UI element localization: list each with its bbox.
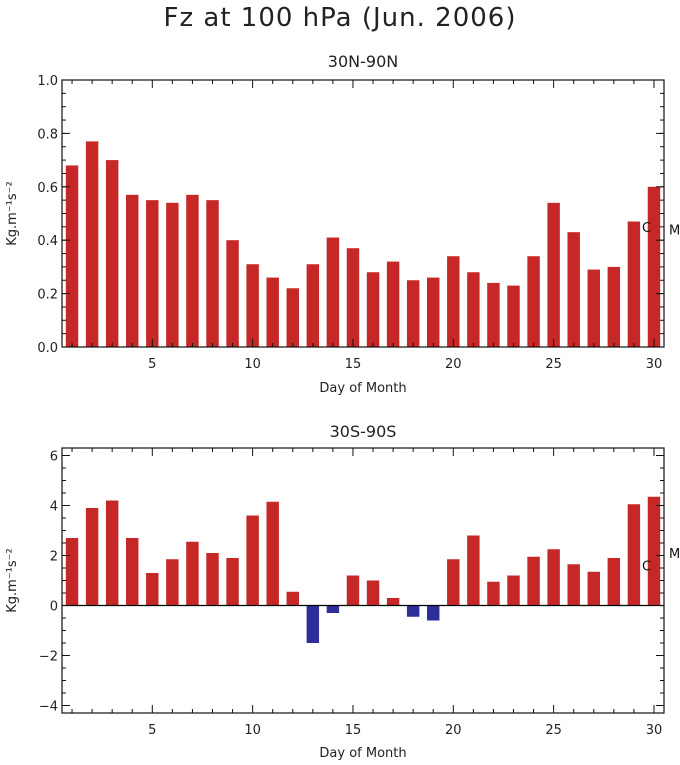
x-tick-label: 30 (646, 723, 663, 738)
x-tick-label: 10 (244, 357, 261, 372)
bar-day-27 (587, 571, 600, 606)
y-axis-label: Kg.m⁻¹s⁻² (5, 181, 20, 246)
bar-day-19 (427, 605, 440, 621)
bar-day-29 (627, 221, 641, 347)
bar-day-22 (487, 581, 500, 606)
bar-day-14 (326, 605, 340, 613)
bar-day-18 (406, 605, 420, 617)
bar-day-24 (527, 256, 540, 347)
panel-north: 30N-90N 0.0 0.2 0.4 0.6 0.8 1.0 5 10 15 20 25 30 Day … (5, 52, 680, 396)
bar-day-22 (487, 282, 500, 347)
bar-day-8 (206, 553, 219, 606)
x-tick-label: 20 (445, 357, 462, 372)
bar-day-5 (146, 200, 159, 347)
bar-day-5 (146, 573, 159, 606)
bar-day-12 (286, 288, 299, 347)
bar-day-9 (226, 240, 239, 347)
bar-day-20 (447, 256, 460, 347)
bar-day-11 (266, 501, 279, 606)
bar-day-21 (467, 535, 480, 606)
bar-day-28 (607, 558, 621, 606)
bar-day-26 (567, 232, 580, 347)
bar-day-9 (226, 558, 239, 606)
marker-m: M (669, 547, 680, 562)
bar-day-6 (166, 202, 179, 347)
bar-day-16 (366, 580, 380, 606)
x-axis-label: Day of Month (319, 746, 406, 761)
y-tick-label: 0.8 (37, 127, 58, 142)
y-tick-label: −2 (39, 650, 58, 665)
x-tick-label: 20 (445, 723, 462, 738)
bar-day-8 (206, 200, 219, 347)
bar-day-4 (126, 194, 139, 347)
y-tick-label: 1.0 (37, 74, 58, 89)
panel-title: 30S-90S (330, 422, 397, 441)
y-tick-label: 2 (50, 550, 58, 565)
bar-day-7 (186, 194, 199, 347)
bar-day-10 (246, 515, 259, 606)
y-tick-label: 0.4 (37, 234, 58, 249)
bar-day-29 (627, 504, 641, 606)
bar-day-26 (567, 564, 580, 606)
bar-day-25 (547, 202, 560, 347)
x-tick-label: 15 (345, 357, 362, 372)
x-tick-label: 30 (646, 357, 663, 372)
bar-day-1 (65, 165, 79, 347)
marker-m: M (669, 224, 680, 239)
bar-day-13 (306, 264, 320, 347)
bar-day-28 (607, 266, 621, 347)
bar-day-10 (246, 264, 259, 347)
bar-day-25 (547, 549, 560, 606)
bar-day-16 (366, 272, 380, 347)
bar-day-30 (647, 496, 661, 606)
y-tick-label: 0.2 (37, 288, 58, 303)
bar-day-21 (467, 272, 480, 347)
bar-day-15 (346, 575, 360, 606)
bar-day-15 (346, 248, 360, 347)
bar-day-12 (286, 591, 299, 606)
bar-day-4 (126, 538, 139, 606)
bar-day-20 (447, 559, 460, 606)
bar-day-3 (105, 160, 119, 347)
x-tick-label: 25 (545, 723, 562, 738)
bar-day-6 (166, 559, 179, 606)
bar-day-13 (306, 605, 320, 643)
bar-day-19 (427, 277, 440, 347)
bar-day-30 (647, 186, 661, 347)
y-tick-label: −4 (39, 700, 58, 715)
marker-c: C (642, 221, 651, 236)
bar-day-17 (386, 598, 400, 606)
bar-day-24 (527, 556, 540, 606)
panel-title: 30N-90N (328, 52, 398, 71)
bar-day-2 (85, 141, 99, 347)
bar-day-23 (507, 575, 520, 606)
bar-day-17 (386, 261, 400, 347)
y-tick-label: 6 (50, 450, 58, 465)
x-axis-label: Day of Month (319, 381, 406, 396)
x-tick-label: 10 (244, 723, 261, 738)
bar-day-18 (406, 280, 420, 347)
x-tick-label: 25 (545, 357, 562, 372)
y-tick-label: 4 (50, 500, 58, 515)
bar-day-2 (85, 508, 99, 606)
bar-day-23 (507, 285, 520, 347)
bar-day-11 (266, 277, 279, 347)
y-tick-label: 0 (50, 600, 58, 615)
panel-south: 30S-90S −4 −2 0 2 4 6 5 10 15 20 25 30 Day of Month Kg… (5, 422, 680, 761)
y-axis-label: Kg.m⁻¹s⁻² (5, 548, 20, 613)
figure-title: Fz at 100 hPa (Jun. 2006) (164, 3, 517, 33)
marker-c: C (642, 560, 651, 575)
x-tick-label: 15 (345, 723, 362, 738)
bar-day-3 (105, 500, 119, 606)
bar-day-1 (65, 538, 79, 606)
bar-day-7 (186, 541, 199, 606)
x-tick-label: 5 (148, 723, 156, 738)
bar-day-27 (587, 269, 600, 347)
x-tick-label: 5 (148, 357, 156, 372)
y-tick-label: 0.0 (37, 341, 58, 356)
bar-day-14 (326, 237, 340, 347)
y-tick-label: 0.6 (37, 181, 58, 196)
